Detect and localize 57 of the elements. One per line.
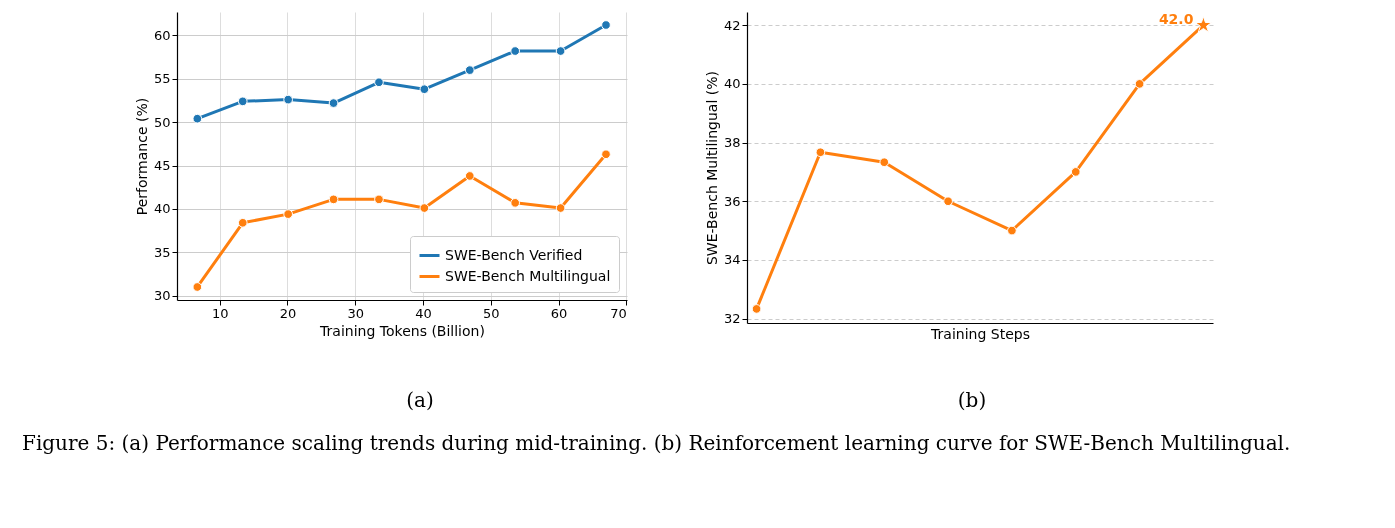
- y-tick-label: 36: [723, 193, 741, 209]
- point: [328, 98, 339, 108]
- y-tick-label: 38: [723, 135, 741, 151]
- point: [374, 194, 384, 205]
- data-label: 42.0: [1158, 11, 1194, 28]
- y-tick-label: 32: [723, 311, 741, 327]
- point: [283, 94, 293, 105]
- point: [283, 209, 293, 219]
- point: [601, 149, 611, 160]
- point: [510, 198, 521, 208]
- point: [328, 194, 339, 205]
- text: (b): [956, 388, 988, 412]
- legend-label: SWE-Bench Verified: [445, 246, 583, 263]
- y-tick-label: 45: [153, 158, 171, 174]
- point: [510, 46, 521, 56]
- x-axis-title: Training Steps: [930, 325, 1030, 342]
- point: [1070, 167, 1081, 177]
- y-tick-label: 30: [153, 288, 171, 304]
- point: [1134, 79, 1145, 89]
- point: [237, 217, 248, 228]
- y-tick-label: 60: [153, 27, 171, 43]
- y-axis-title: SWE-Bench Multilingual (%): [703, 70, 720, 266]
- legend-label: SWE-Bench Multilingual: [445, 267, 611, 284]
- point: [601, 20, 611, 30]
- point: [464, 171, 475, 181]
- point: [192, 282, 203, 292]
- x-tick-label: 60: [550, 305, 568, 321]
- point: [419, 84, 430, 95]
- x-axis-title: Training Tokens (Billion): [319, 322, 485, 339]
- point: [751, 304, 762, 314]
- y-tick-label: 40: [153, 201, 171, 217]
- x-tick-label: 30: [347, 305, 365, 321]
- y-tick-label: 42: [723, 17, 741, 33]
- point: [374, 77, 384, 88]
- x-tick-label: 10: [211, 305, 229, 321]
- y-tick-label: 35: [153, 244, 171, 260]
- caption: Figure 5: (a) Performance scaling trends during mid-training. (b) Reinforcement learning curve for SWE-Bench Multilingual.: [22, 430, 1292, 457]
- point: [555, 203, 566, 213]
- point: [464, 65, 475, 75]
- x-tick-label: 20: [279, 305, 297, 321]
- point: [419, 203, 430, 213]
- x-tick-label: 40: [415, 305, 432, 321]
- y-tick-label: 50: [153, 114, 171, 130]
- y-tick-label: 34: [723, 252, 741, 268]
- point: [1007, 225, 1017, 236]
- y-tick-label: 40: [723, 76, 741, 92]
- point: [555, 46, 566, 56]
- point: [192, 113, 203, 124]
- point: [815, 147, 826, 158]
- point: [943, 196, 953, 207]
- y-tick-label: 55: [153, 71, 171, 87]
- point: [237, 96, 248, 107]
- text: (a): [405, 388, 435, 412]
- x-tick-label: 70: [610, 305, 627, 321]
- x-tick-label: 50: [483, 305, 500, 321]
- point: [879, 157, 890, 168]
- y-axis-title: Performance (%): [133, 97, 150, 216]
